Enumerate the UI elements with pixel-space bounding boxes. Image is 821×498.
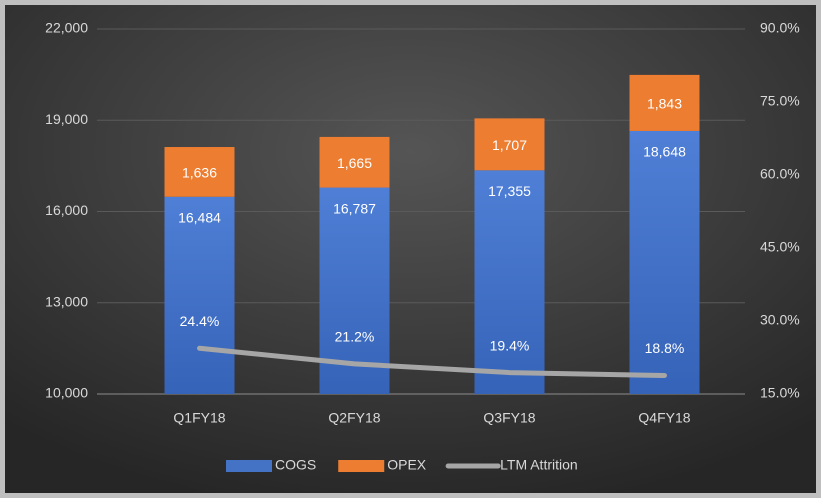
legend-label: OPEX	[387, 457, 427, 473]
y-tick-label: 13,000	[45, 293, 88, 309]
bar-segment	[629, 74, 700, 131]
data-label: 1,665	[337, 155, 372, 171]
x-tick-label: Q2FY18	[328, 410, 380, 426]
data-label: 1,843	[647, 96, 682, 112]
legend-swatch	[226, 460, 272, 472]
bar-segment	[319, 136, 390, 188]
y2-tick-label: 30.0%	[760, 312, 800, 328]
bar-segment	[474, 118, 545, 171]
legend-label: COGS	[275, 457, 316, 473]
y-tick-label: 16,000	[45, 202, 88, 218]
x-tick-label: Q4FY18	[638, 410, 690, 426]
y2-tick-label: 90.0%	[760, 20, 800, 36]
y-tick-label: 19,000	[45, 111, 88, 127]
y2-tick-label: 45.0%	[760, 239, 800, 255]
data-label: 17,355	[488, 183, 531, 199]
x-tick-label: Q1FY18	[173, 410, 225, 426]
data-label: 16,787	[333, 200, 376, 216]
data-label: 18.8%	[645, 340, 685, 356]
y2-tick-label: 75.0%	[760, 93, 800, 109]
legend-label: LTM Attrition	[500, 457, 578, 473]
line	[197, 345, 667, 379]
bar-segment	[164, 196, 235, 394]
data-label: 21.2%	[335, 329, 375, 345]
y-tick-label: 22,000	[45, 20, 88, 36]
data-label: 18,648	[643, 144, 686, 160]
bar-segment	[474, 170, 545, 394]
y-tick-label: 10,000	[45, 385, 88, 401]
y2-tick-label: 15.0%	[760, 385, 800, 401]
data-label: 1,707	[492, 137, 527, 153]
y2-tick-label: 60.0%	[760, 166, 800, 182]
bar-segment	[629, 130, 700, 394]
bar-segment	[164, 147, 235, 197]
data-label: 24.4%	[180, 313, 220, 329]
data-label: 19.4%	[490, 337, 530, 353]
legend-swatch	[338, 460, 385, 472]
data-label: 16,484	[178, 209, 221, 225]
data-label: 1,636	[182, 165, 217, 181]
x-tick-label: Q3FY18	[483, 410, 535, 426]
